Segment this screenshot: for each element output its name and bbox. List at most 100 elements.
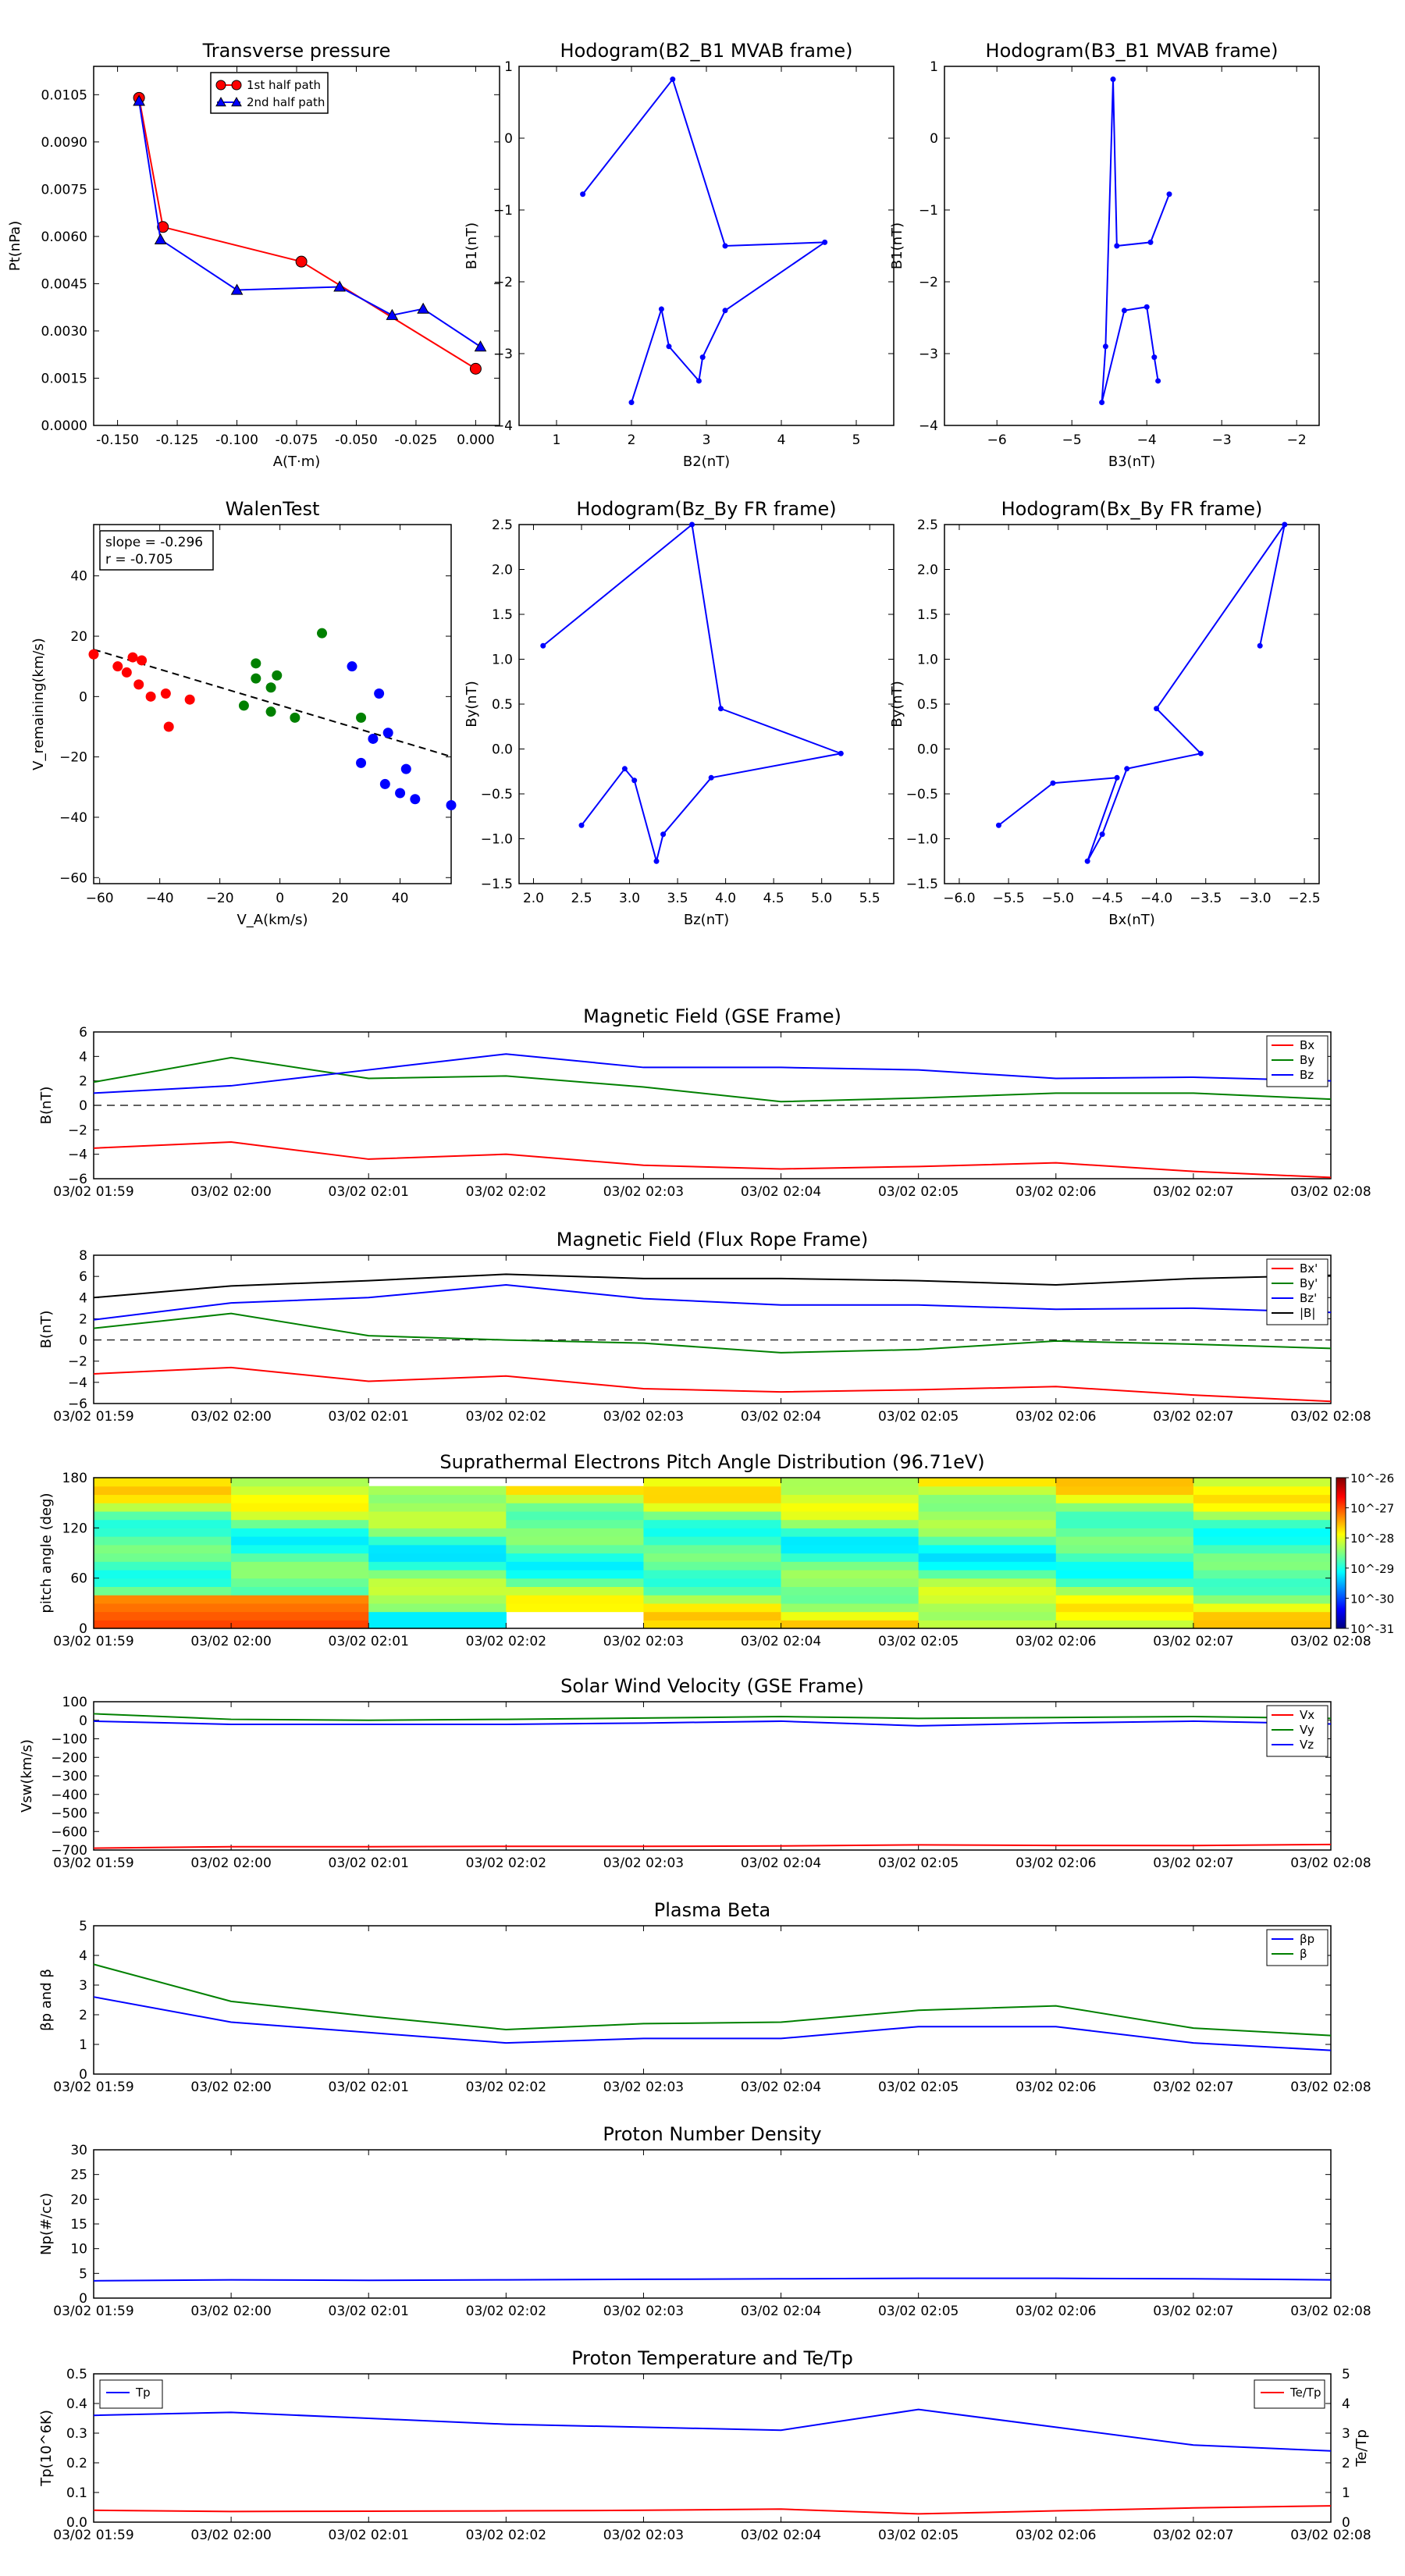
time-tick-label: 03/02 02:04 xyxy=(741,2304,821,2319)
data-point xyxy=(474,340,487,352)
data-point xyxy=(653,858,660,864)
data-point xyxy=(699,354,706,361)
time-tick-label: 03/02 02:06 xyxy=(1016,2304,1096,2319)
plasma-beta: Plasma Beta 5 4 3 2 1 003/02 01:59 03/02 02:00 0… xyxy=(38,1899,1371,2095)
data-point xyxy=(215,96,226,107)
heatmap-cell xyxy=(781,1494,919,1503)
heatmap-cell xyxy=(918,1519,1057,1528)
heatmap-cell xyxy=(1055,1494,1194,1503)
y-tick-label: 0 xyxy=(79,2067,87,2083)
data-point xyxy=(145,691,156,702)
time-tick-label: 03/02 02:03 xyxy=(603,1634,684,1649)
x-axis-label: B2(nT) xyxy=(683,454,730,470)
heatmap-cell xyxy=(94,1586,232,1596)
x-tick-label: -0.150 xyxy=(96,432,139,448)
y-tick-label: 4 xyxy=(79,1948,87,1964)
y-tick-label: 0.0090 xyxy=(41,135,87,151)
time-tick-label: 03/02 02:05 xyxy=(878,1184,959,1200)
heatmap-cell xyxy=(1193,1503,1332,1512)
heatmap-cell xyxy=(643,1544,782,1554)
legend-label: By xyxy=(1300,1053,1314,1067)
data-point xyxy=(356,712,367,723)
y-tick-label: −600 xyxy=(51,1824,87,1840)
data-point xyxy=(1110,76,1116,83)
x-axis-label: Bz(nT) xyxy=(684,912,729,928)
y-tick-label: 1.5 xyxy=(917,607,938,623)
y-tick-label: −4 xyxy=(68,1375,87,1391)
data-point xyxy=(400,763,411,774)
y-tick-label: 100 xyxy=(62,1695,87,1710)
heatmap-cell xyxy=(1193,1611,1332,1621)
y-tick-label: −6 xyxy=(68,1172,87,1187)
x-tick-label: 1 xyxy=(553,432,561,448)
y-tick-label: 0 xyxy=(79,2291,87,2307)
x-tick-label: -0.125 xyxy=(156,432,199,448)
annotation-text: r = -0.705 xyxy=(105,552,173,568)
heatmap-cell xyxy=(1055,1528,1194,1537)
data-point xyxy=(184,694,195,705)
series-line xyxy=(138,98,476,370)
heatmap-cell xyxy=(506,1485,645,1496)
data-point xyxy=(386,308,399,320)
heatmap-cell xyxy=(781,1503,919,1512)
y-tick-label: 0.0075 xyxy=(41,182,87,197)
x-tick-label: 0 xyxy=(276,891,284,906)
y-tick-label: 10 xyxy=(70,2242,87,2258)
x-tick-label: 3 xyxy=(702,432,711,448)
y-tick-label: −2 xyxy=(493,275,513,290)
heatmap-cell xyxy=(781,1519,919,1528)
y-axis-label: B(nT) xyxy=(38,1311,55,1349)
y-axis-label: Np(#/cc) xyxy=(38,2193,55,2255)
heatmap-cell xyxy=(231,1561,369,1571)
heatmap-cell xyxy=(368,1586,507,1596)
x-tick-label: 2.5 xyxy=(571,891,592,906)
heatmap-cell xyxy=(1055,1569,1194,1579)
y-tick-label: 0.5 xyxy=(917,697,938,713)
heatmap-cell xyxy=(918,1478,1057,1487)
heatmap-cell xyxy=(94,1620,232,1629)
y-tick-label: 0.0045 xyxy=(41,276,87,292)
heatmap-cell xyxy=(1193,1578,1332,1587)
heatmap-cell xyxy=(1055,1503,1194,1512)
y-tick-label: 60 xyxy=(70,1571,87,1587)
heatmap-cell xyxy=(506,1578,645,1587)
y-axis-label: V_remaining(km/s) xyxy=(30,638,47,770)
heatmap-cell xyxy=(643,1494,782,1503)
time-tick-label: 03/02 02:03 xyxy=(603,2080,684,2095)
heatmap-cell xyxy=(368,1519,507,1528)
series-line xyxy=(93,1843,1332,1849)
heatmap-cell xyxy=(368,1569,507,1579)
y-axis-label: βp and β xyxy=(38,1969,55,2031)
y-tick-label: 20 xyxy=(70,629,87,645)
y-tick-label: 5 xyxy=(79,2266,87,2282)
time-tick-label: 03/02 02:01 xyxy=(329,1856,409,1871)
heatmap-cell xyxy=(1055,1586,1194,1596)
heatmap-cell xyxy=(368,1544,507,1554)
data-point xyxy=(1155,378,1161,384)
time-tick-label: 03/02 02:05 xyxy=(878,1856,959,1871)
legend-box xyxy=(1266,1035,1329,1087)
hodogram-bx-by: Hodogram(Bx_By FR frame) −6.0 −5.5 −5.0 −4.5… xyxy=(889,498,1321,928)
y-right-tick-label: 4 xyxy=(1342,2396,1350,2412)
y-tick-label: 0.1 xyxy=(66,2485,87,2501)
heatmap-cell xyxy=(1193,1478,1332,1487)
y-tick-label: 0 xyxy=(79,689,87,705)
chart-title: Hodogram(Bx_By FR frame) xyxy=(1001,498,1263,520)
series-line xyxy=(582,77,828,403)
y-tick-label: 0.0 xyxy=(917,742,938,758)
legend-label: Tp xyxy=(135,2386,151,2400)
x-tick-label: 4.5 xyxy=(763,891,784,906)
data-point xyxy=(1257,642,1263,649)
y-right-tick-label: 3 xyxy=(1342,2426,1350,2442)
time-tick-label: 03/02 02:08 xyxy=(1290,2304,1371,2319)
heatmap-cell xyxy=(781,1569,919,1579)
chart-title: WalenTest xyxy=(226,498,320,520)
heatmap-cell xyxy=(1193,1536,1332,1546)
series-line xyxy=(93,1996,1332,2051)
heatmap-cell xyxy=(1055,1561,1194,1571)
heatmap-cell xyxy=(1055,1553,1194,1562)
x-axis-label: B3(nT) xyxy=(1108,454,1155,470)
y-tick-label: 25 xyxy=(70,2168,87,2183)
y-tick-label: 2 xyxy=(79,1311,87,1327)
data-point xyxy=(666,343,672,350)
